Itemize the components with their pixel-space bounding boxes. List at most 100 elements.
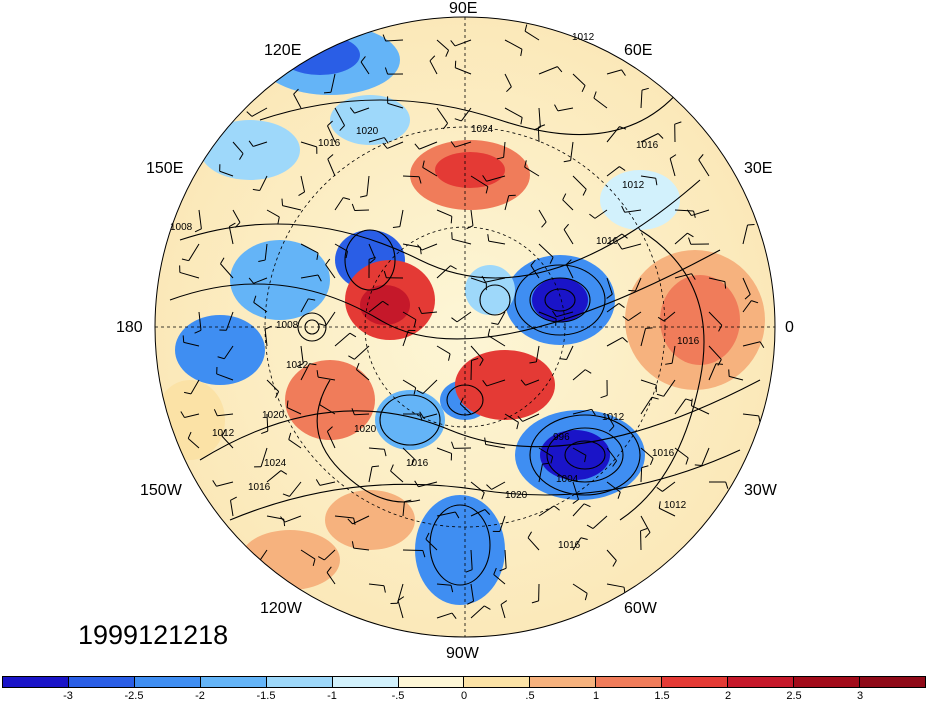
wind-barb-flag xyxy=(580,537,588,541)
wind-barb-flag xyxy=(349,332,357,338)
wind-barb xyxy=(436,612,453,619)
wind-barb xyxy=(334,332,351,347)
wind-barb xyxy=(470,277,487,284)
wind-barb xyxy=(708,311,723,326)
wind-barb xyxy=(674,273,692,279)
wind-barb xyxy=(360,61,370,75)
contour-label: 1012 xyxy=(212,428,235,439)
wind-barb xyxy=(742,300,752,313)
wind-barb xyxy=(459,403,472,415)
wind-barb xyxy=(353,547,370,551)
wind-barb xyxy=(253,277,268,284)
wind-barb xyxy=(491,481,506,490)
wind-barb-flag xyxy=(644,532,651,538)
pressure-contours xyxy=(169,89,761,586)
wind-barb-flag xyxy=(584,593,588,601)
contour-label: 1016 xyxy=(677,336,700,347)
wind-barb-flag xyxy=(471,357,479,361)
wind-barb-flag xyxy=(451,317,458,323)
wind-barb-flag xyxy=(619,126,627,130)
wind-barb xyxy=(183,341,200,347)
wind-barb-flag xyxy=(315,479,321,486)
colorbar-tick-label: 1.5 xyxy=(654,690,670,702)
wind-barb-flag xyxy=(589,213,596,219)
wind-barb xyxy=(470,509,486,517)
wind-barb-flag xyxy=(414,143,420,150)
wind-barb-flag xyxy=(584,455,587,463)
wind-barb xyxy=(570,141,574,161)
wind-barb xyxy=(300,274,319,279)
wind-barb xyxy=(671,345,676,364)
wind-barb-flag xyxy=(390,464,394,472)
colorbar xyxy=(2,676,926,688)
wind-barb xyxy=(354,107,370,114)
wind-barb xyxy=(422,379,438,394)
wind-barb xyxy=(419,141,438,150)
colorbar-tick-label: -3 xyxy=(63,690,73,702)
wind-barb xyxy=(402,330,409,347)
wind-barb xyxy=(572,175,587,190)
wind-barb-flag xyxy=(751,300,759,304)
wind-barb-flag xyxy=(485,186,489,194)
contour-label: 1012 xyxy=(572,32,595,43)
wind-barb xyxy=(220,263,234,279)
wind-barb xyxy=(742,224,749,245)
wind-barb-flag xyxy=(248,140,254,147)
colorbar-tick-label: .5 xyxy=(525,690,535,702)
wind-barb-flag xyxy=(359,195,368,198)
wind-barb xyxy=(402,501,405,517)
wind-barb-flag xyxy=(600,394,608,399)
wind-barb xyxy=(640,175,656,179)
wind-barb-flag xyxy=(486,484,492,490)
wind-barb xyxy=(368,466,373,483)
colorbar-segment xyxy=(266,677,333,687)
wind-barb-flag xyxy=(422,550,426,558)
wind-barb xyxy=(436,265,451,279)
wind-barb-flag xyxy=(747,223,755,226)
wind-barb xyxy=(352,515,370,525)
wind-barb xyxy=(742,277,751,295)
wind-barb-flag xyxy=(484,509,491,515)
wind-barb xyxy=(606,233,623,245)
wind-barb xyxy=(421,243,438,251)
wind-barb-flag xyxy=(316,370,319,378)
wind-barb xyxy=(418,481,438,488)
wind-barb-flag xyxy=(347,518,353,525)
contour-label: 1016 xyxy=(248,482,271,493)
wind-barb-flag xyxy=(327,120,333,127)
wind-barb xyxy=(368,447,385,450)
wind-barb xyxy=(557,107,574,112)
wind-barb xyxy=(525,379,540,386)
wind-barb-flag xyxy=(549,257,554,264)
wind-barb-flag xyxy=(563,159,571,163)
wind-barb-flag xyxy=(253,295,257,303)
wind-barb xyxy=(390,470,404,483)
wind-barb xyxy=(402,175,420,178)
colorbar-segment xyxy=(728,677,795,687)
wind-barb-flag xyxy=(450,40,456,47)
lon-label-150w: 150W xyxy=(140,482,182,499)
wind-barb xyxy=(566,345,574,360)
wind-barb xyxy=(300,345,304,364)
wind-barb xyxy=(485,277,506,283)
wind-barb xyxy=(402,379,416,389)
map-boundary xyxy=(154,16,776,638)
contour-label: 1020 xyxy=(505,490,528,501)
contour-label: 1016 xyxy=(596,236,619,247)
wind-barb xyxy=(624,209,642,213)
wind-barb xyxy=(572,408,592,415)
wind-barb xyxy=(198,209,202,229)
wind-barb-flag xyxy=(759,341,765,349)
wind-barb xyxy=(455,67,472,75)
wind-barb xyxy=(387,141,404,149)
wind-barb-flag xyxy=(383,449,387,457)
wind-barb xyxy=(691,405,710,415)
wind-barb-flag xyxy=(467,600,474,605)
wind-barb-flag xyxy=(445,50,450,57)
wind-barb xyxy=(184,413,200,418)
contour-label: 1016 xyxy=(558,540,581,551)
wind-barb-flag xyxy=(685,398,693,402)
wind-barb xyxy=(460,107,472,122)
wind-barb xyxy=(729,375,744,381)
wind-barb xyxy=(470,481,485,493)
